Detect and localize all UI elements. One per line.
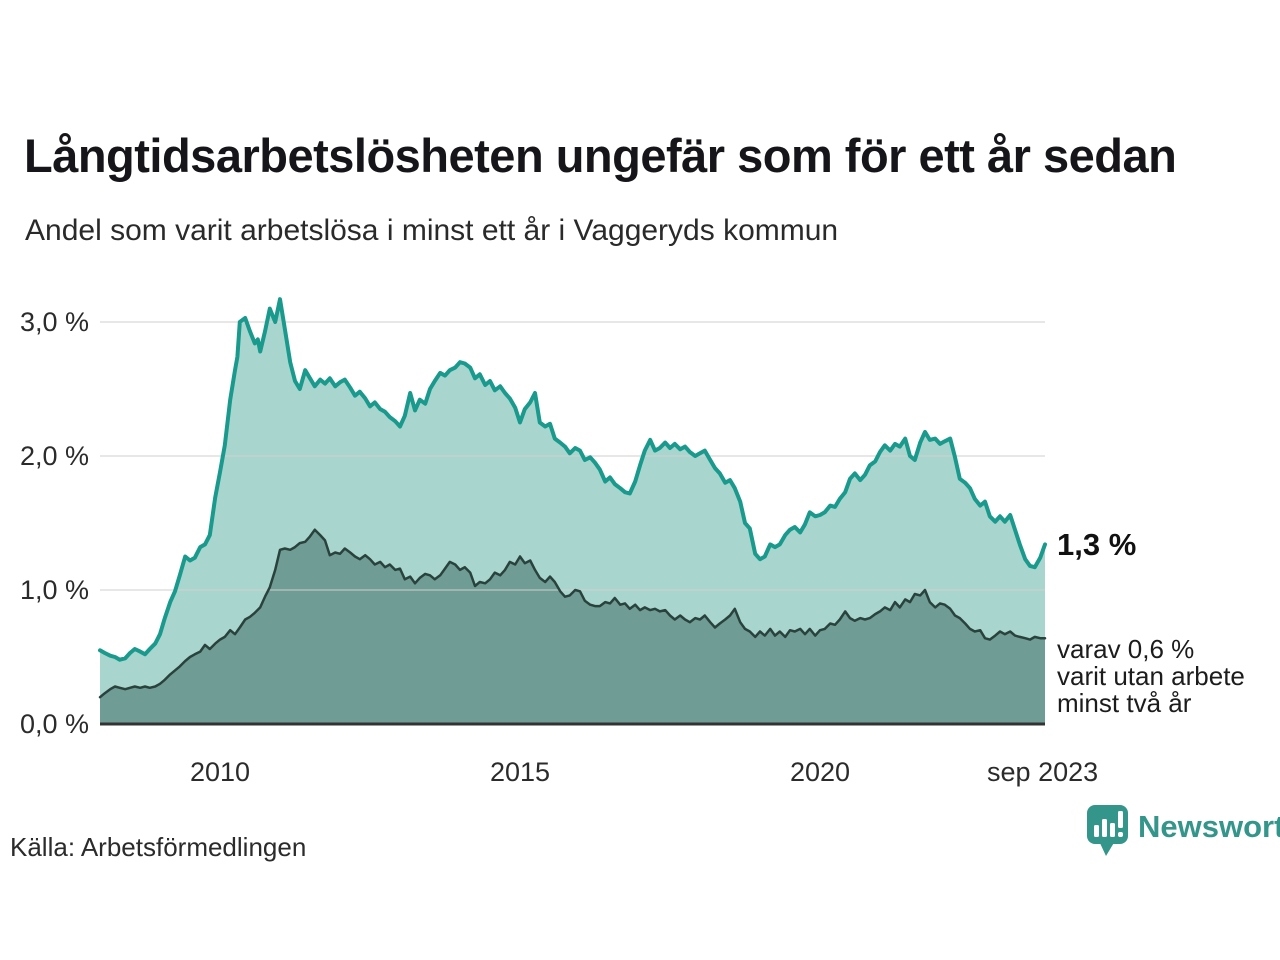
x-tick-label: 2010: [189, 757, 251, 787]
x-tick-label: 2015: [489, 757, 551, 787]
chart-subtitle: Andel som varit arbetslösa i minst ett å…: [25, 214, 839, 247]
area-fill: [100, 529, 1045, 724]
series-line: [98, 528, 1047, 699]
latest-value-label: 1,3 %: [1057, 527, 1137, 562]
x-tick-label: sep 2023: [987, 757, 1099, 787]
secondary-annotation: varav 0,6 % varit utan arbete minst två …: [1057, 636, 1245, 717]
secondary-annotation-line: minst två år: [1057, 688, 1192, 718]
series-line: [98, 297, 1047, 662]
page-title: Långtidsarbetslösheten ungefär som för e…: [24, 129, 1177, 182]
newsworthy-icon: [1087, 805, 1128, 856]
y-tick-label: 1,0 %: [20, 575, 90, 605]
y-tick-label: 2,0 %: [20, 441, 90, 471]
y-tick-label: 3,0 %: [20, 307, 90, 337]
secondary-annotation-line: varav 0,6 %: [1057, 634, 1195, 664]
newsworthy-wordmark: Newsworthy: [1138, 809, 1280, 844]
x-tick-label: 2020: [789, 757, 851, 787]
source-note: Källa: Arbetsförmedlingen: [10, 832, 307, 862]
secondary-annotation-line: varit utan arbete: [1057, 661, 1245, 691]
y-tick-label: 0,0 %: [20, 709, 90, 739]
